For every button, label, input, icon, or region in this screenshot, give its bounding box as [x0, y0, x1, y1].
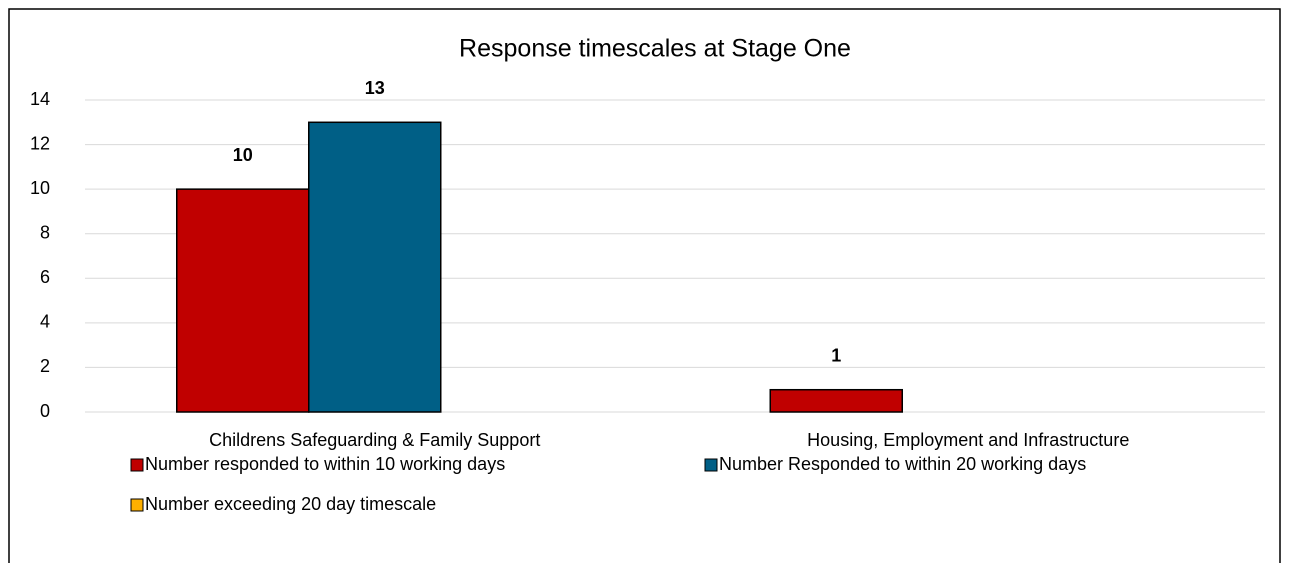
legend-swatch [130, 498, 144, 512]
bar [308, 121, 442, 413]
x-tick-label: Childrens Safeguarding & Family Support [209, 430, 540, 450]
y-tick-label: 2 [40, 356, 50, 376]
legend-label: Number exceeding 20 day timescale [145, 494, 436, 514]
legend-swatch [130, 458, 144, 472]
y-tick-label: 10 [30, 178, 50, 198]
y-tick-label: 4 [40, 312, 50, 332]
y-tick-label: 0 [40, 401, 50, 421]
legend-label: Number responded to within 10 working da… [145, 454, 505, 474]
y-tick-label: 14 [30, 89, 50, 109]
bar [769, 388, 903, 413]
bar [176, 188, 310, 413]
legend-swatch [704, 458, 718, 472]
y-tick-label: 6 [40, 267, 50, 287]
y-tick-label: 12 [30, 133, 50, 153]
data-label: 1 [831, 345, 841, 365]
data-label: 13 [365, 78, 385, 98]
y-tick-label: 8 [40, 222, 50, 242]
legend-label: Number Responded to within 20 working da… [719, 454, 1086, 474]
data-label: 10 [233, 145, 253, 165]
x-tick-label: Housing, Employment and Infrastructure [807, 430, 1129, 450]
chart-title: Response timescales at Stage One [459, 35, 851, 63]
